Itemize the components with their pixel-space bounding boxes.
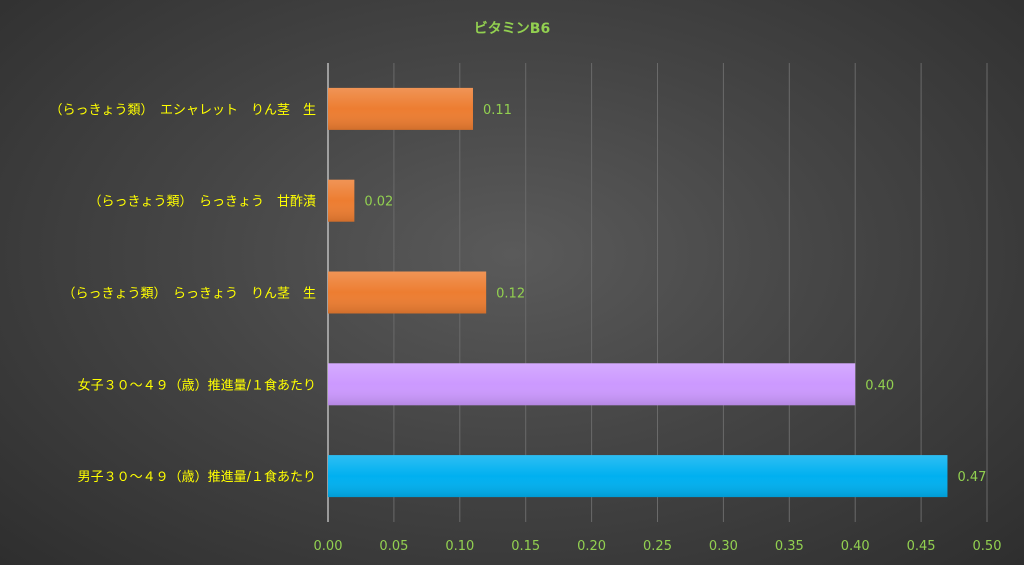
data-label: 0.11 [483,103,512,118]
data-label: 0.40 [865,378,894,393]
x-tick-label: 0.40 [841,539,870,554]
x-tick-label: 0.30 [709,539,738,554]
gridlines [327,63,988,522]
bar-shading [328,179,355,222]
x-tick-label: 0.00 [314,539,343,554]
bars [328,87,948,498]
data-label: 0.47 [957,470,986,485]
bar-shading [328,363,856,406]
x-tick-label: 0.50 [973,539,1002,554]
x-tick-label: 0.05 [379,539,408,554]
labels: 0.00 0.05 0.10 0.15 0.20 0.25 0.30 0.35 0.40 0.45… [49,103,1001,554]
x-tick-label: 0.35 [775,539,804,554]
x-tick-label: 0.25 [643,539,672,554]
x-tick-label: 0.20 [577,539,606,554]
category-label: 男子３０～４９（歳）推進量/１食あたり [78,469,316,485]
x-tick-label: 0.15 [511,539,540,554]
category-label: 女子３０～４９（歳）推進量/１食あたり [78,377,316,393]
category-label: （らっきょう類） エシャレット りん茎 生 [49,103,316,118]
x-tick-label: 0.45 [907,539,936,554]
data-label: 0.12 [496,287,525,302]
bar-shading [328,455,948,498]
category-label: （らっきょう類） らっきょう 甘酢漬 [88,195,316,210]
x-tick-label: 0.10 [445,539,474,554]
chart-title: ビタミンB6 [474,21,550,37]
data-label: 0.02 [364,195,393,210]
bar-shading [328,87,473,130]
category-label: （らっきょう類） らっきょう りん茎 生 [62,287,316,302]
bar-shading [328,271,487,314]
